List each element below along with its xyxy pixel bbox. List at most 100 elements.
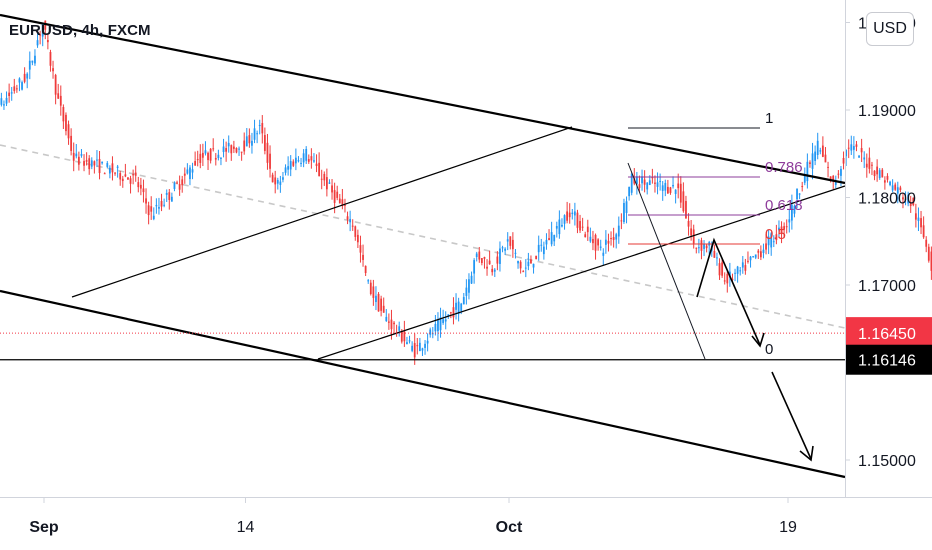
candle-body bbox=[909, 202, 912, 206]
candle-98 bbox=[220, 156, 222, 166]
candle-body bbox=[282, 177, 284, 180]
candle-120 bbox=[276, 177, 279, 190]
candle-body bbox=[669, 187, 672, 193]
candle-233 bbox=[568, 203, 571, 224]
candle-body bbox=[770, 233, 773, 248]
candle-body bbox=[478, 251, 481, 260]
candle-128 bbox=[297, 156, 300, 163]
candle-body bbox=[395, 332, 398, 334]
candle-body bbox=[850, 144, 853, 151]
candle-body bbox=[798, 193, 801, 195]
candle-242 bbox=[592, 230, 594, 251]
candle-body bbox=[181, 179, 184, 186]
candle-body bbox=[661, 185, 664, 191]
candle-body bbox=[775, 234, 778, 241]
candle-body bbox=[891, 185, 894, 191]
candle-body bbox=[558, 219, 561, 235]
candle-body bbox=[734, 272, 736, 274]
fib-level-label-4: 0 bbox=[765, 341, 773, 358]
candle-body bbox=[573, 211, 576, 216]
trendline-drawings bbox=[0, 13, 846, 479]
candle-body bbox=[615, 234, 618, 240]
currency-button[interactable]: USD bbox=[866, 12, 914, 46]
price-tick-label-1: 1.19000 bbox=[858, 103, 916, 120]
price-axis[interactable]: 1.200001.190001.180001.170001.150001.164… bbox=[845, 0, 932, 497]
candle-body bbox=[106, 163, 109, 167]
candle-body bbox=[346, 216, 349, 220]
candle-320 bbox=[793, 204, 796, 218]
candle-body bbox=[437, 319, 439, 332]
candle-345 bbox=[858, 154, 860, 158]
candle-38 bbox=[65, 112, 67, 136]
candle-112 bbox=[256, 130, 259, 144]
candle-100 bbox=[225, 141, 228, 162]
candle-body bbox=[80, 154, 83, 156]
candle-339 bbox=[842, 151, 845, 170]
candle-body bbox=[790, 204, 793, 221]
candle-220 bbox=[535, 255, 538, 260]
candle-239 bbox=[584, 231, 587, 238]
candle-body bbox=[207, 152, 209, 161]
candle-body bbox=[266, 142, 269, 163]
candle-body bbox=[57, 93, 60, 99]
candle-body bbox=[121, 178, 124, 182]
candle-body bbox=[240, 151, 243, 153]
candle-body bbox=[271, 174, 274, 183]
candle-92 bbox=[204, 141, 207, 156]
candle-body bbox=[896, 187, 899, 194]
candle-body bbox=[736, 266, 739, 274]
candle-251 bbox=[615, 232, 618, 249]
candle-72 bbox=[152, 207, 155, 221]
candle-body bbox=[917, 217, 920, 221]
candle-body bbox=[331, 185, 333, 193]
candle-118 bbox=[271, 172, 274, 183]
candle-body bbox=[604, 239, 607, 245]
candle-344 bbox=[855, 140, 858, 152]
candle-body bbox=[656, 182, 659, 187]
candle-55 bbox=[108, 165, 111, 179]
candle-369 bbox=[920, 210, 922, 235]
candle-body bbox=[511, 239, 514, 250]
candle-body bbox=[424, 343, 426, 348]
candle-346 bbox=[860, 138, 863, 163]
candle-229 bbox=[558, 210, 561, 239]
candle-body bbox=[170, 196, 173, 202]
candle-body bbox=[922, 225, 925, 238]
candle-153 bbox=[362, 244, 364, 267]
candle-299 bbox=[739, 266, 742, 276]
candle-216 bbox=[524, 259, 527, 278]
candle-body bbox=[158, 207, 160, 209]
candle-body bbox=[356, 234, 359, 243]
candle-body bbox=[785, 226, 788, 228]
price-tick-label-4: 1.15000 bbox=[858, 453, 916, 470]
candle-body bbox=[98, 158, 101, 174]
candle-99 bbox=[222, 138, 225, 158]
candle-83 bbox=[181, 175, 184, 193]
candle-body bbox=[263, 135, 266, 151]
candle-body bbox=[256, 133, 259, 135]
time-axis[interactable]: Sep14Oct19Nov16 bbox=[0, 497, 932, 536]
candle-body bbox=[444, 319, 447, 322]
candle-body bbox=[152, 215, 155, 220]
candle-body bbox=[726, 273, 729, 284]
candle-298 bbox=[736, 265, 739, 283]
candle-body bbox=[858, 155, 860, 158]
candle-367 bbox=[914, 203, 917, 228]
candle-21 bbox=[21, 80, 23, 91]
candle-body bbox=[46, 39, 49, 43]
candle-body bbox=[509, 236, 512, 246]
candle-104 bbox=[235, 147, 238, 154]
candle-body bbox=[323, 173, 326, 181]
candle-176 bbox=[421, 347, 424, 356]
candle-179 bbox=[429, 327, 432, 338]
candle-208 bbox=[504, 247, 507, 256]
candle-body bbox=[747, 260, 749, 262]
candle-body bbox=[904, 198, 907, 200]
candle-body bbox=[517, 260, 519, 264]
candle-body bbox=[377, 293, 380, 312]
candle-115 bbox=[263, 127, 266, 155]
candle-body bbox=[610, 238, 612, 240]
candle-68 bbox=[142, 179, 145, 203]
candle-368 bbox=[917, 207, 920, 232]
